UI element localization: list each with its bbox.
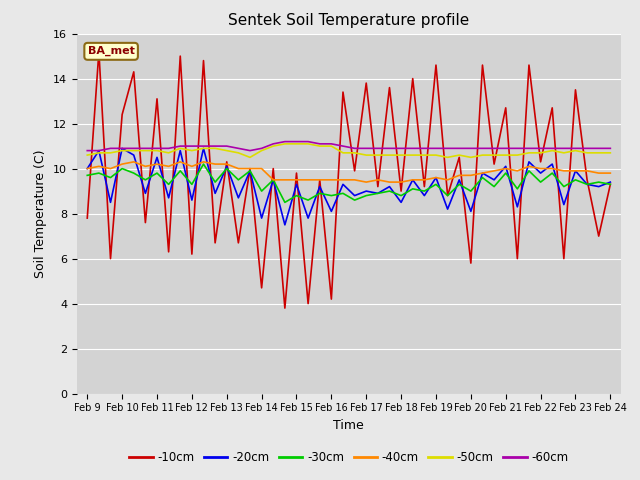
Title: Sentek Soil Temperature profile: Sentek Soil Temperature profile bbox=[228, 13, 469, 28]
Text: BA_met: BA_met bbox=[88, 46, 134, 57]
Legend: -10cm, -20cm, -30cm, -40cm, -50cm, -60cm: -10cm, -20cm, -30cm, -40cm, -50cm, -60cm bbox=[124, 446, 573, 469]
X-axis label: Time: Time bbox=[333, 419, 364, 432]
Y-axis label: Soil Temperature (C): Soil Temperature (C) bbox=[35, 149, 47, 278]
